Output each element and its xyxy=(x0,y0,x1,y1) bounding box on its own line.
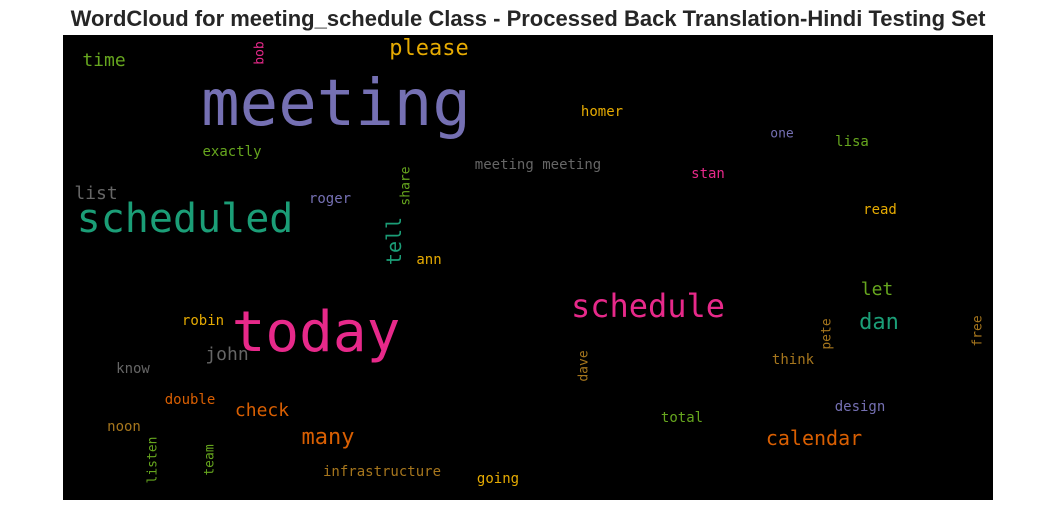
word-total: total xyxy=(661,411,703,425)
word-dan: dan xyxy=(859,312,899,334)
word-meeting: meeting xyxy=(201,72,471,136)
word-team: team xyxy=(204,444,217,475)
word-bob: bob xyxy=(254,41,267,64)
word-noon: noon xyxy=(107,420,141,434)
word-stan: stan xyxy=(691,167,725,181)
word-today: today xyxy=(232,305,401,361)
word-roger: roger xyxy=(309,192,351,206)
word-exactly: exactly xyxy=(202,145,261,159)
word-check: check xyxy=(235,402,289,420)
word-dave: dave xyxy=(578,350,591,381)
word-infrastructure: infrastructure xyxy=(323,465,441,479)
word-list: list xyxy=(74,185,117,203)
word-lisa: lisa xyxy=(835,135,869,149)
word-please: please xyxy=(389,38,468,60)
word-homer: homer xyxy=(581,105,623,119)
word-free: free xyxy=(972,315,985,346)
word-design: design xyxy=(835,400,886,414)
word-robin: robin xyxy=(182,314,224,328)
word-going: going xyxy=(477,472,519,486)
word-schedule: schedule xyxy=(571,290,725,322)
word-read: read xyxy=(863,203,897,217)
word-meeting-meeting: meeting meeting xyxy=(475,158,601,172)
word-john: john xyxy=(205,346,248,364)
word-calendar: calendar xyxy=(766,428,862,448)
word-scheduled: scheduled xyxy=(77,199,294,239)
word-listen: listen xyxy=(147,437,160,484)
wordcloud-canvas: meeting today scheduled schedule please time b… xyxy=(63,35,993,500)
word-think: think xyxy=(772,353,814,367)
word-double: double xyxy=(165,393,216,407)
word-time: time xyxy=(82,52,125,70)
word-many: many xyxy=(302,427,355,449)
word-tell: tell xyxy=(384,217,404,265)
word-pete: pete xyxy=(821,318,834,349)
wordcloud-title: WordCloud for meeting_schedule Class - P… xyxy=(0,6,1056,32)
word-know: know xyxy=(116,362,150,376)
word-share: share xyxy=(400,166,413,205)
word-one: one xyxy=(770,128,793,141)
word-let: let xyxy=(861,281,894,299)
word-ann: ann xyxy=(416,253,441,267)
